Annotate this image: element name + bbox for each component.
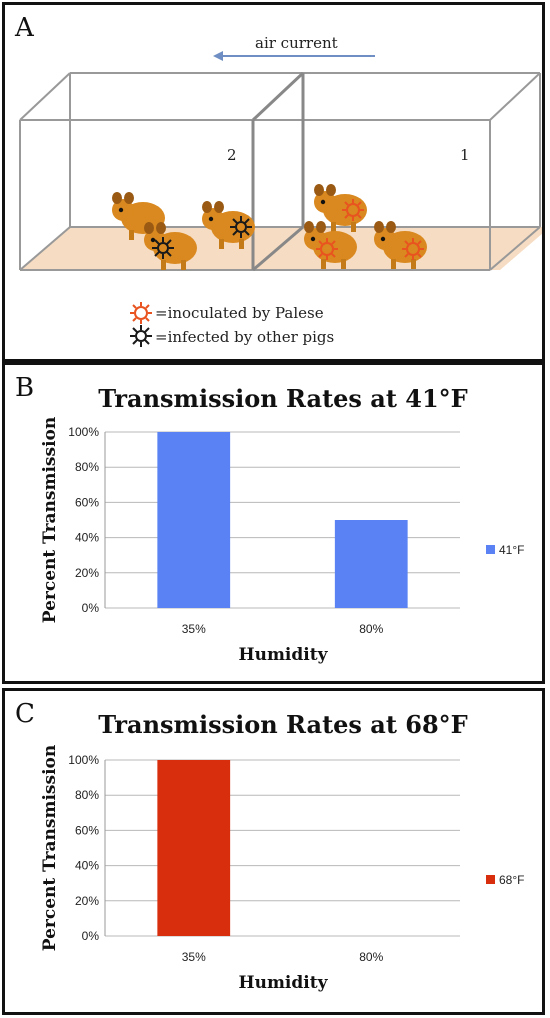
- bar-80%: [334, 520, 408, 608]
- legend-inoculated: =inoculated by Palese: [155, 304, 324, 322]
- legend-swatch: [486, 545, 495, 554]
- y-tick-label: 40%: [75, 859, 99, 873]
- air-current-arrow: [213, 51, 375, 61]
- chart-title: Transmission Rates at 68°F: [98, 710, 467, 739]
- y-tick-label: 60%: [75, 823, 99, 837]
- y-tick-label: 20%: [75, 894, 99, 908]
- x-tick-label: 35%: [182, 950, 206, 964]
- x-axis-label: Humidity: [239, 645, 329, 665]
- y-tick-label: 80%: [75, 460, 99, 474]
- legend-label: 41°F: [499, 543, 524, 557]
- y-tick-label: 100%: [68, 425, 99, 439]
- legend-swatch: [486, 875, 495, 884]
- legend-infected: =infected by other pigs: [155, 328, 334, 346]
- chamber-divider: [251, 71, 305, 272]
- panel-letter-a: A: [15, 13, 34, 43]
- y-tick-label: 40%: [75, 531, 99, 545]
- chamber-floor: [20, 227, 550, 270]
- transmission-diagram: air current: [19, 34, 550, 348]
- panel-a: A: [2, 2, 550, 362]
- infected-virus-icon: [129, 324, 153, 348]
- chart-title: Transmission Rates at 41°F: [98, 384, 467, 413]
- chart-41f: Transmission Rates at 41°F 0% 20% 40% 60% 80%…: [40, 384, 524, 665]
- bar-35%: [157, 760, 231, 936]
- chamber-2-label: 2: [227, 146, 237, 164]
- panel-c: C Transmission Rates at 68°F 0% 20% 40% 60% 8…: [2, 688, 545, 1015]
- x-tick-label: 80%: [359, 950, 383, 964]
- y-axis-label: Percent Transmission: [40, 417, 60, 623]
- y-tick-label: 60%: [75, 495, 99, 509]
- y-tick-label: 20%: [75, 566, 99, 580]
- panel-letter-b: B: [15, 373, 35, 403]
- chamber-1-label: 1: [460, 146, 470, 164]
- panel-letter-c: C: [15, 699, 35, 729]
- y-tick-label: 80%: [75, 788, 99, 802]
- x-axis-label: Humidity: [239, 973, 329, 993]
- y-tick-label: 0%: [82, 929, 100, 943]
- x-tick-label: 80%: [359, 622, 383, 636]
- chart-68f: Transmission Rates at 68°F 0% 20% 40% 60% 80%…: [40, 710, 524, 993]
- bar-35%: [157, 432, 231, 608]
- inoculated-virus-icon: [129, 301, 153, 325]
- panel-b: B Transmission Rates at 41°F 0% 20% 40% 60% 8…: [2, 362, 545, 684]
- y-tick-label: 0%: [82, 601, 100, 615]
- x-tick-label: 35%: [182, 622, 206, 636]
- legend-label: 68°F: [499, 873, 524, 887]
- air-current-label: air current: [255, 34, 338, 52]
- y-axis-label: Percent Transmission: [40, 745, 60, 951]
- y-tick-label: 100%: [68, 753, 99, 767]
